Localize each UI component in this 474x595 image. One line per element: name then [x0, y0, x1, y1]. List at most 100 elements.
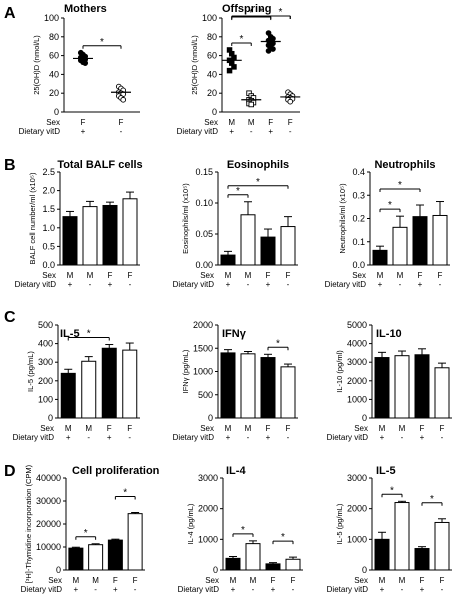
x-tick-label-sex: M	[67, 271, 74, 280]
x-tick-label-sex: M	[377, 271, 384, 280]
y-tick-label: 0.1	[352, 237, 365, 247]
chart-cell-proliferation: Cell proliferation 0 10000 20000 30000 40000[…	[21, 464, 160, 594]
chart-ifng: IFNγ 0 500 1000 1500 2000 IFNγ (pg/mL) SexDieta…	[173, 320, 298, 442]
y-tick-label: 1.5	[42, 204, 55, 214]
panel-letter-d: D	[4, 463, 16, 480]
bar	[101, 347, 117, 419]
data-point	[265, 48, 272, 54]
x-tick-label-sex: M	[399, 424, 406, 433]
y-tick-label: 0.4	[352, 167, 365, 177]
y-tick-label: 0	[213, 565, 218, 575]
y-axis-label: IL-5 (pg/mL)	[335, 503, 344, 544]
y-tick-label: 30000	[36, 496, 61, 506]
x-tick-label-vitd: +	[418, 280, 423, 289]
vitd-row-label: Dietary vitD	[178, 585, 220, 594]
bar	[225, 557, 241, 571]
y-tick-label: 40	[49, 69, 59, 79]
y-tick-label: 1.0	[42, 223, 55, 233]
bar	[392, 226, 408, 266]
y-tick-label: 40	[207, 69, 217, 79]
x-tick-label-sex: F	[271, 576, 276, 585]
bar	[260, 236, 276, 266]
bar	[374, 538, 390, 571]
y-tick-label: 500	[38, 320, 53, 330]
x-tick-label-sex: F	[420, 424, 425, 433]
sex-row-label: Sex	[200, 271, 214, 280]
y-tick-label: 20	[49, 88, 59, 98]
x-tick-label-vitd: -	[439, 280, 442, 289]
chart-title: IL-5	[60, 328, 80, 340]
y-axis-label: Neutrophils/ml (x10⁵)	[338, 183, 347, 254]
x-tick-label-vitd: +	[378, 280, 383, 289]
y-tick-label: 1500	[193, 343, 213, 353]
data-point	[120, 96, 127, 103]
y-tick-label: 2000	[347, 376, 367, 386]
bar	[240, 214, 256, 266]
bar	[107, 539, 123, 571]
x-tick-label-sex: F	[81, 118, 86, 127]
x-tick-label-sex: M	[250, 576, 257, 585]
x-tick-label-sex: F	[288, 118, 293, 127]
x-tick-label-vitd: -	[89, 280, 92, 289]
chart-neutrophils: Neutrophils 0.0 0.1 0.2 0.3 0.4 Neutrophils/ml…	[325, 159, 450, 289]
bar	[220, 254, 236, 266]
y-tick-label: 80	[207, 32, 217, 42]
x-tick-label-sex: M	[228, 118, 235, 127]
x-tick-label-sex: M	[225, 424, 232, 433]
x-tick-label-vitd: +	[226, 433, 231, 442]
vitd-row-label: Dietary vitD	[15, 280, 57, 289]
vitd-row-label: Dietary vitD	[21, 585, 63, 594]
y-tick-label: 3000	[347, 357, 367, 367]
x-tick-label-vitd: -	[399, 280, 402, 289]
y-tick-label: 2000	[193, 320, 213, 330]
bar	[414, 548, 430, 571]
x-tick-label-vitd: -	[441, 585, 444, 594]
significance-star: *	[430, 494, 434, 505]
x-tick-label-vitd: +	[81, 127, 86, 136]
bar	[102, 204, 118, 266]
bar	[374, 357, 390, 419]
bar	[260, 357, 276, 419]
y-tick-label: 200	[38, 376, 53, 386]
significance-star: *	[100, 37, 104, 48]
chart-offspring: Offspring 0 20 40 60 80 100 25(OH)D (nmol/L) Sex…	[177, 3, 301, 136]
x-tick-label-vitd: -	[401, 433, 404, 442]
bar	[265, 563, 281, 571]
x-tick-label-vitd: -	[292, 585, 295, 594]
y-tick-label: 60	[207, 51, 217, 61]
chart-title: Neutrophils	[374, 159, 435, 171]
y-tick-label: 1000	[198, 534, 218, 544]
x-tick-label-sex: M	[379, 424, 386, 433]
x-tick-label-vitd: +	[113, 585, 118, 594]
y-tick-label: 0.5	[42, 241, 55, 251]
x-tick-label-sex: F	[286, 424, 291, 433]
y-tick-label: 80	[49, 32, 59, 42]
x-tick-label-vitd: +	[231, 585, 236, 594]
y-tick-label: 0.00	[195, 260, 213, 270]
y-tick-label: 300	[38, 357, 53, 367]
y-axis-label: [³H]-Thymidine incorporation (CPM)	[24, 464, 33, 583]
bar	[81, 360, 97, 419]
significance-star: *	[87, 329, 91, 340]
x-tick-label-vitd: -	[287, 280, 290, 289]
bar	[122, 349, 138, 419]
chart-title: IL-5	[376, 465, 396, 477]
significance-star: *	[123, 488, 127, 499]
significance-star: *	[276, 338, 280, 349]
bar	[280, 366, 296, 419]
x-tick-label-vitd: -	[252, 585, 255, 594]
bar	[412, 216, 428, 266]
y-tick-label: 0	[48, 413, 53, 423]
y-axis-label: 25(OH)D (nmol/L)	[190, 35, 199, 95]
vitd-row-label: Dietary vitD	[19, 127, 61, 136]
y-tick-label: 2000	[198, 504, 218, 514]
chart-il4: IL-4 0 1000 2000 3000 IL-4 (pg/mL) SexDietary …	[178, 465, 303, 594]
bar	[60, 372, 76, 419]
y-tick-label: 0.0	[42, 260, 55, 270]
x-tick-label-vitd: -	[134, 585, 137, 594]
x-tick-label-sex: M	[225, 271, 232, 280]
y-tick-label: 0	[54, 107, 59, 117]
y-tick-label: 0.2	[352, 214, 365, 224]
x-tick-label-vitd: -	[287, 433, 290, 442]
x-tick-label-sex: F	[127, 424, 132, 433]
